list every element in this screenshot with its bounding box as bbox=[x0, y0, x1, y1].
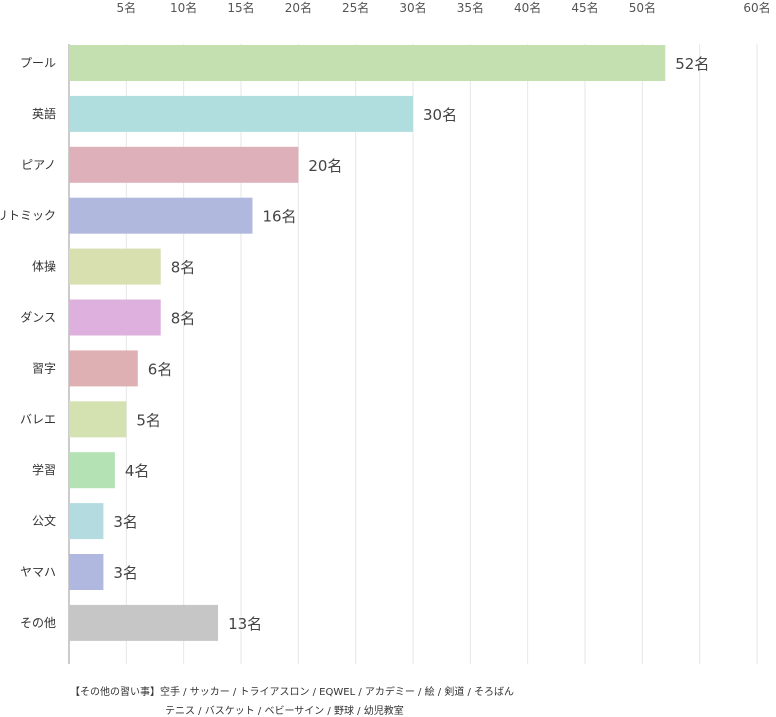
category-label: リトミック bbox=[0, 209, 56, 223]
bar bbox=[69, 503, 104, 540]
bar bbox=[69, 401, 127, 438]
x-tick-label: 50名 bbox=[629, 0, 656, 15]
bar bbox=[69, 197, 253, 234]
category-label: 習字 bbox=[32, 360, 56, 375]
data-label: 4名 bbox=[125, 462, 150, 480]
bar bbox=[69, 45, 666, 81]
bar bbox=[69, 146, 299, 183]
data-label: 3名 bbox=[113, 564, 138, 582]
data-label: 52名 bbox=[675, 55, 709, 73]
data-label: 8名 bbox=[171, 259, 196, 277]
bar bbox=[69, 452, 115, 489]
data-label: 20名 bbox=[308, 157, 342, 175]
data-label: 30名 bbox=[423, 106, 457, 124]
data-label: 3名 bbox=[113, 513, 138, 531]
data-label: 16名 bbox=[262, 208, 296, 226]
x-tick-label: 35名 bbox=[457, 0, 484, 15]
x-tick-label: 5名 bbox=[117, 0, 137, 15]
x-tick-label: 45名 bbox=[571, 0, 598, 15]
category-label: プール bbox=[20, 56, 56, 70]
x-tick-label: 25名 bbox=[342, 0, 369, 15]
bar bbox=[69, 554, 104, 590]
x-tick-label: 10名 bbox=[170, 0, 197, 15]
x-tick-label: 15名 bbox=[227, 0, 254, 15]
x-tick-label: 40名 bbox=[514, 0, 541, 15]
category-label: ピアノ bbox=[21, 158, 56, 172]
category-label: その他 bbox=[20, 616, 56, 630]
category-label: 公文 bbox=[32, 513, 56, 528]
data-label: 6名 bbox=[148, 360, 173, 378]
bar bbox=[69, 350, 138, 387]
bar bbox=[69, 95, 413, 132]
data-label: 8名 bbox=[171, 310, 196, 328]
other-lessons-note: 【その他の習い事】空手 / サッカー / トライアスロン / EQWEL / ア… bbox=[70, 687, 515, 698]
other-lessons-note-continued: テニス / バスケット / ベビーサイン / 野球 / 幼児教室 bbox=[165, 706, 404, 717]
x-tick-label: 20名 bbox=[285, 0, 312, 15]
category-label: ヤマハ bbox=[20, 565, 56, 579]
bar bbox=[69, 248, 161, 285]
category-label: 学習 bbox=[32, 462, 56, 477]
x-tick-label: 60名 bbox=[743, 0, 770, 15]
data-label: 5名 bbox=[136, 411, 161, 429]
category-label: バレエ bbox=[20, 412, 56, 426]
bar bbox=[69, 299, 161, 336]
category-label: 英語 bbox=[32, 106, 56, 121]
category-label: ダンス bbox=[20, 310, 56, 325]
bar bbox=[69, 604, 219, 641]
x-tick-label: 30名 bbox=[399, 0, 426, 15]
data-label: 13名 bbox=[228, 615, 262, 633]
category-label: 体操 bbox=[32, 259, 56, 274]
